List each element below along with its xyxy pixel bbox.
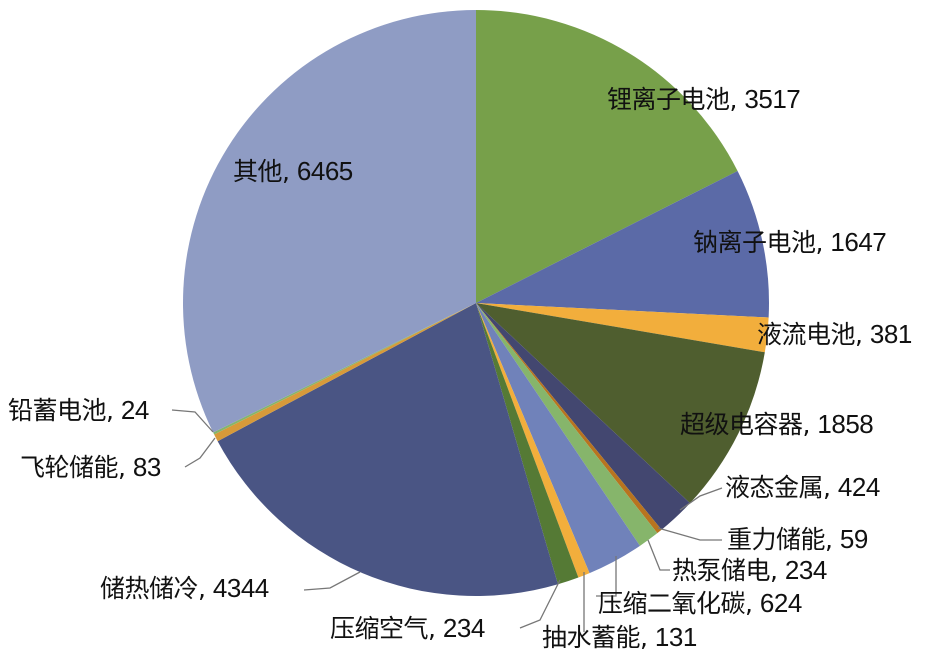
pie-slice: [183, 10, 477, 433]
pie-slice: [476, 303, 690, 530]
leader-line: [657, 527, 722, 541]
label-flywheel: 飞轮储能, 83: [20, 454, 161, 480]
label-value: 3517: [744, 84, 801, 114]
label-name: 液流电池: [757, 320, 856, 349]
label-name: 钠离子电池: [693, 228, 816, 257]
label-gravity: 重力储能, 59: [727, 526, 868, 552]
label-sep: ,: [198, 574, 213, 603]
label-sep: ,: [729, 85, 745, 114]
label-name: 飞轮储能: [20, 453, 119, 482]
pie-slice: [476, 303, 765, 504]
label-other: 其他, 6465: [233, 158, 353, 184]
label-sep: ,: [640, 623, 655, 652]
leader-line: [519, 579, 561, 629]
pie-slice: [476, 303, 590, 578]
label-sep: ,: [815, 228, 831, 257]
label-name: 铅蓄电池: [8, 396, 107, 425]
pie-slice: [476, 303, 640, 574]
label-thermal: 储热储冷, 4344: [100, 575, 269, 601]
leader-line: [596, 556, 617, 597]
label-name: 热泵储电: [672, 556, 771, 585]
leader-line: [171, 409, 214, 433]
label-value: 424: [837, 472, 880, 502]
label-compressed-air: 压缩空气, 234: [330, 615, 485, 641]
leader-line: [303, 571, 361, 591]
label-liquid-metal: 液态金属, 424: [725, 474, 880, 500]
label-value: 24: [120, 395, 149, 425]
label-sep: ,: [770, 556, 785, 585]
label-name: 压缩空气: [330, 614, 429, 643]
label-sep: ,: [282, 157, 297, 186]
pie-slice: [476, 303, 579, 585]
label-sep: ,: [825, 525, 840, 554]
label-flow: 液流电池, 381: [757, 321, 912, 347]
leader-line: [647, 539, 670, 571]
pie-slice: [214, 303, 476, 442]
label-sep: ,: [823, 473, 838, 502]
pie-slice: [217, 303, 558, 596]
label-value: 234: [784, 555, 827, 585]
label-sep: ,: [428, 614, 443, 643]
label-sep: ,: [745, 589, 760, 618]
label-sep: ,: [855, 320, 870, 349]
label-name: 液态金属: [725, 473, 824, 502]
pie-slice: [476, 10, 738, 303]
label-value: 59: [839, 524, 868, 554]
label-value: 234: [442, 613, 485, 643]
label-lead-acid: 铅蓄电池, 24: [8, 397, 149, 423]
label-pumped-hydro: 抽水蓄能, 131: [542, 624, 697, 650]
leader-line: [184, 437, 216, 468]
label-name: 超级电容器: [680, 410, 803, 439]
label-value: 624: [759, 588, 802, 618]
label-value: 6465: [296, 156, 353, 186]
label-value: 4344: [212, 573, 269, 603]
label-sep: ,: [106, 396, 121, 425]
label-name: 其他: [233, 157, 283, 186]
pie-slice: [476, 303, 662, 534]
label-value: 83: [132, 452, 161, 482]
label-name: 压缩二氧化碳: [598, 589, 746, 618]
label-supercap: 超级电容器, 1858: [680, 409, 874, 439]
label-value: 131: [654, 622, 697, 652]
label-co2: 压缩二氧化碳, 624: [598, 590, 802, 616]
pie-slice: [213, 303, 477, 435]
label-sep: ,: [802, 410, 818, 439]
label-sep: ,: [118, 453, 133, 482]
leader-line: [679, 487, 723, 511]
label-name: 储热储冷: [100, 574, 199, 603]
pie-slice: [476, 303, 658, 546]
label-name: 锂离子电池: [607, 85, 730, 114]
pie-slice: [476, 171, 769, 318]
label-li-ion: 锂离子电池, 3517: [607, 84, 801, 114]
label-na-ion: 钠离子电池, 1647: [693, 227, 887, 257]
label-heat-pump: 热泵储电, 234: [672, 557, 827, 583]
label-name: 重力储能: [727, 525, 826, 554]
label-name: 抽水蓄能: [542, 623, 641, 652]
pie-slice: [476, 303, 769, 353]
label-value: 1647: [830, 227, 887, 257]
label-value: 381: [869, 319, 912, 349]
label-value: 1858: [817, 409, 874, 439]
